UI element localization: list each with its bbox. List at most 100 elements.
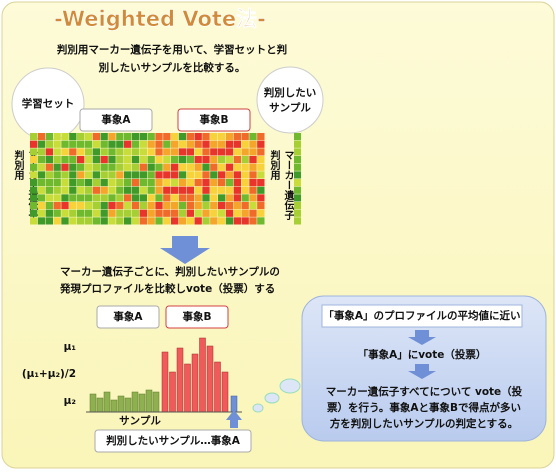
heat-cell: [210, 148, 218, 156]
heat-cell: [249, 179, 257, 187]
heat-cell: [53, 163, 61, 171]
heat-cell: [84, 171, 93, 179]
heat-cell: [116, 179, 124, 187]
heat-cell: [186, 140, 194, 148]
heat-cell: [249, 171, 257, 179]
heat-cell: [257, 202, 265, 210]
heat-cell: [147, 133, 155, 141]
arrow: [226, 410, 242, 428]
heat-cell: [163, 133, 171, 141]
bar-b: [221, 371, 229, 413]
heat-cell: [100, 202, 108, 210]
group-a: 事象A: [101, 113, 131, 126]
heat-cell: [155, 179, 163, 187]
heat-cell: [108, 171, 116, 179]
heat-cell: [233, 148, 241, 156]
heat-cell: [171, 194, 179, 202]
heat-cell: [100, 133, 108, 141]
heat-cell: [210, 163, 218, 171]
heat-cell: [84, 179, 93, 187]
heat-cell: [257, 209, 265, 217]
heat-cell: [210, 202, 218, 210]
heat-cell: [139, 209, 147, 217]
heat-cell: [171, 179, 179, 187]
heat-cell: [186, 133, 194, 141]
heat-cell: [225, 133, 234, 141]
heat-cell: [45, 179, 53, 187]
heat-cell: [53, 209, 61, 217]
heat-cell: [218, 179, 226, 187]
heat-cell: [202, 194, 210, 202]
heat-cell: [155, 217, 163, 225]
heat-cell: [233, 156, 241, 164]
heat-cell: [225, 140, 234, 148]
arrow: [408, 330, 436, 345]
heat-cell: [202, 140, 210, 148]
heat-cell: [124, 148, 132, 156]
heat-cell: [61, 209, 69, 217]
heat-cell: [225, 156, 234, 164]
heat-cell: [241, 186, 249, 194]
bubble: [252, 403, 264, 413]
heat-cell: [69, 217, 77, 225]
heat-cell: [178, 163, 187, 171]
heat-cell: [37, 202, 46, 210]
heat-cell: [147, 171, 155, 179]
heat-cell: [225, 202, 234, 210]
heat-cell: [241, 133, 249, 141]
heat-cell: [163, 148, 171, 156]
heat-cell: [77, 148, 85, 156]
heat-cell: [30, 140, 38, 148]
sample-label: 判別したい: [264, 86, 317, 99]
heat-cell: [69, 156, 77, 164]
heat-cell: [178, 133, 187, 141]
heat-cell: [171, 148, 179, 156]
bar-b: [199, 337, 206, 413]
heat-cell: [257, 171, 265, 179]
heat-cell: [45, 209, 53, 217]
heat-cell: [77, 133, 85, 141]
heat-cell: [233, 202, 241, 210]
heat-cell: [131, 156, 140, 164]
heat-cell: [155, 148, 163, 156]
heat-cell: [194, 194, 202, 202]
heat-cell: [178, 156, 187, 164]
heat-cell: [233, 217, 241, 225]
heat-cell: [84, 140, 93, 148]
heat-cell: [30, 163, 38, 171]
heat-cell: [194, 156, 202, 164]
heat-cell: [108, 217, 116, 225]
heat-cell: [131, 171, 140, 179]
gene-axis: マーカー遺伝子: [282, 150, 295, 221]
heat-cell: [225, 186, 234, 194]
heat-cell: [249, 202, 257, 210]
heat-cell: [124, 179, 132, 187]
heat-cell: [163, 202, 171, 210]
heat-cell: [171, 186, 179, 194]
heat-cell: [147, 186, 155, 194]
heat-cell: [69, 194, 77, 202]
heat-cell: [171, 163, 179, 171]
heat-cell: [178, 179, 187, 187]
sample-cell: [294, 202, 301, 210]
heat-cell: [178, 202, 187, 210]
heat-cell: [163, 186, 171, 194]
heat-cell: [108, 163, 116, 171]
heat-cell: [186, 209, 194, 217]
conclusion: 方を判別したいサンプルの判定とする。: [330, 417, 518, 430]
heat-cell: [61, 194, 69, 202]
heat-cell: [45, 194, 53, 202]
heat-cell: [147, 163, 155, 171]
heat-cell: [116, 171, 124, 179]
heat-cell: [100, 156, 108, 164]
heat-cell: [131, 209, 140, 217]
heat-cell: [210, 140, 218, 148]
sample-cell: [294, 156, 301, 164]
heat-cell: [69, 186, 77, 194]
heat-cell: [257, 148, 265, 156]
heat-cell: [77, 202, 85, 210]
heat-cell: [171, 171, 179, 179]
heat-cell: [178, 217, 187, 225]
heat-cell: [186, 179, 194, 187]
intro: 判別用マーカー遺伝子を用いて、学習セットと判: [57, 43, 287, 56]
